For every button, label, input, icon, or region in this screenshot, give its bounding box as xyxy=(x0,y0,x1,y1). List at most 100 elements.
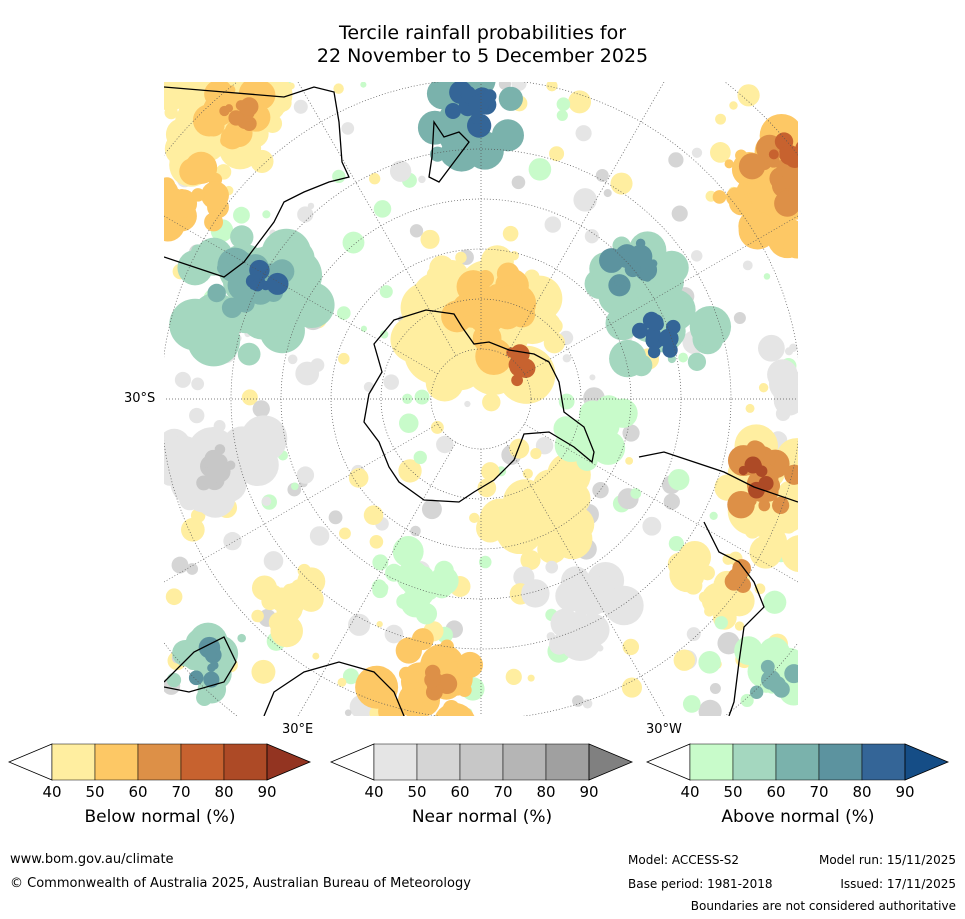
field-cell xyxy=(237,342,261,366)
field-cell xyxy=(164,177,176,194)
field-cell xyxy=(789,343,798,353)
field-cell xyxy=(498,86,523,111)
colorbar-below-swatch xyxy=(94,743,139,781)
field-cell xyxy=(740,693,754,708)
copyright-text: © Commonwealth of Australia 2025, Austra… xyxy=(10,876,471,891)
field-cell xyxy=(214,444,226,455)
field-cell xyxy=(425,664,441,681)
field-cell xyxy=(622,638,640,656)
field-cell xyxy=(196,475,212,491)
colorbar-above-swatch xyxy=(818,743,863,781)
field-cell xyxy=(442,699,460,716)
field-cell xyxy=(630,354,653,377)
colorbar-above-tick: 50 xyxy=(723,783,743,801)
field-cell xyxy=(783,232,798,259)
field-cell xyxy=(208,238,217,247)
field-cell xyxy=(295,361,320,386)
field-cell xyxy=(543,332,566,354)
field-cell xyxy=(312,652,320,660)
field-cell xyxy=(287,354,298,365)
field-cell xyxy=(686,627,701,642)
field-cell xyxy=(414,389,430,405)
colorbar-below-swatch xyxy=(223,743,268,781)
colorbar-below-tick: 80 xyxy=(214,783,234,801)
colorbar-below-tick: 40 xyxy=(42,783,62,801)
field-cell xyxy=(373,200,392,218)
field-cell xyxy=(758,499,771,512)
field-cell xyxy=(496,262,520,286)
field-cell xyxy=(190,670,203,684)
field-cell xyxy=(230,225,254,249)
field-cell xyxy=(511,374,523,387)
field-cell xyxy=(482,392,501,412)
field-cell xyxy=(164,105,178,120)
issued-date: Issued: 17/11/2025 xyxy=(840,877,956,891)
colorbar-near-swatch xyxy=(416,743,461,781)
field-cell xyxy=(668,152,684,168)
field-cell xyxy=(788,180,798,210)
field-cell xyxy=(293,99,308,114)
field-cell xyxy=(642,516,662,536)
field-cell xyxy=(678,352,689,363)
field-cell xyxy=(717,632,740,655)
field-cell xyxy=(251,659,276,684)
field-cell xyxy=(521,579,550,608)
field-cell xyxy=(682,695,701,713)
field-cell xyxy=(453,294,475,317)
field-cell xyxy=(794,383,798,404)
field-cell xyxy=(673,649,695,671)
field-cell xyxy=(622,424,640,442)
field-cell xyxy=(663,493,680,510)
field-cell xyxy=(181,517,205,542)
field-cell xyxy=(297,563,311,578)
field-cell xyxy=(691,147,703,158)
field-cell xyxy=(164,435,205,479)
field-cell xyxy=(761,669,781,690)
coastline xyxy=(363,309,595,503)
colorbar-near-swatch xyxy=(502,743,547,781)
field-cell xyxy=(448,711,466,716)
graticule xyxy=(164,82,798,716)
colorbar-near-high-arrow xyxy=(588,743,634,781)
colorbar-below-caption: Below normal (%) xyxy=(84,807,236,827)
field-cell xyxy=(477,478,497,498)
website-link[interactable]: www.bom.gov.au/climate xyxy=(10,852,174,867)
field-cell xyxy=(399,413,419,433)
field-cell xyxy=(647,345,661,359)
boundary-disclaimer: Boundaries are not considered authoritat… xyxy=(690,899,956,913)
model-run-date: Model run: 15/11/2025 xyxy=(818,853,956,867)
field-cell xyxy=(297,206,314,223)
colorbar-above-swatch xyxy=(775,743,820,781)
colorbar-near-swatches xyxy=(329,743,634,781)
field-cell xyxy=(207,283,226,303)
field-cell xyxy=(715,113,727,125)
lon-label-30w: 30°W xyxy=(646,722,682,737)
field-cell xyxy=(468,94,489,115)
field-cell xyxy=(203,671,220,688)
field-cell xyxy=(725,187,746,207)
coastline xyxy=(428,120,470,183)
colorbar-below-tick: 60 xyxy=(128,783,148,801)
field-cell xyxy=(409,224,424,238)
field-cell xyxy=(738,211,777,250)
field-cell xyxy=(690,250,703,262)
field-cell xyxy=(573,188,597,212)
field-cell xyxy=(689,305,732,348)
field-cell xyxy=(668,468,690,491)
field-cell xyxy=(481,462,500,481)
field-cell xyxy=(590,411,607,428)
field-cell xyxy=(767,359,798,390)
field-cell xyxy=(647,314,664,331)
field-cell xyxy=(698,699,722,716)
field-cell xyxy=(307,284,329,305)
field-cell xyxy=(235,100,247,111)
field-cell xyxy=(724,159,734,169)
field-cell xyxy=(624,261,641,278)
field-cell xyxy=(733,311,746,325)
field-cell xyxy=(658,328,679,349)
field-cell xyxy=(698,591,711,603)
field-cell xyxy=(360,325,368,332)
colorbar-near-swatch xyxy=(373,743,418,781)
field-cell xyxy=(221,297,243,319)
field-cell xyxy=(779,145,798,166)
